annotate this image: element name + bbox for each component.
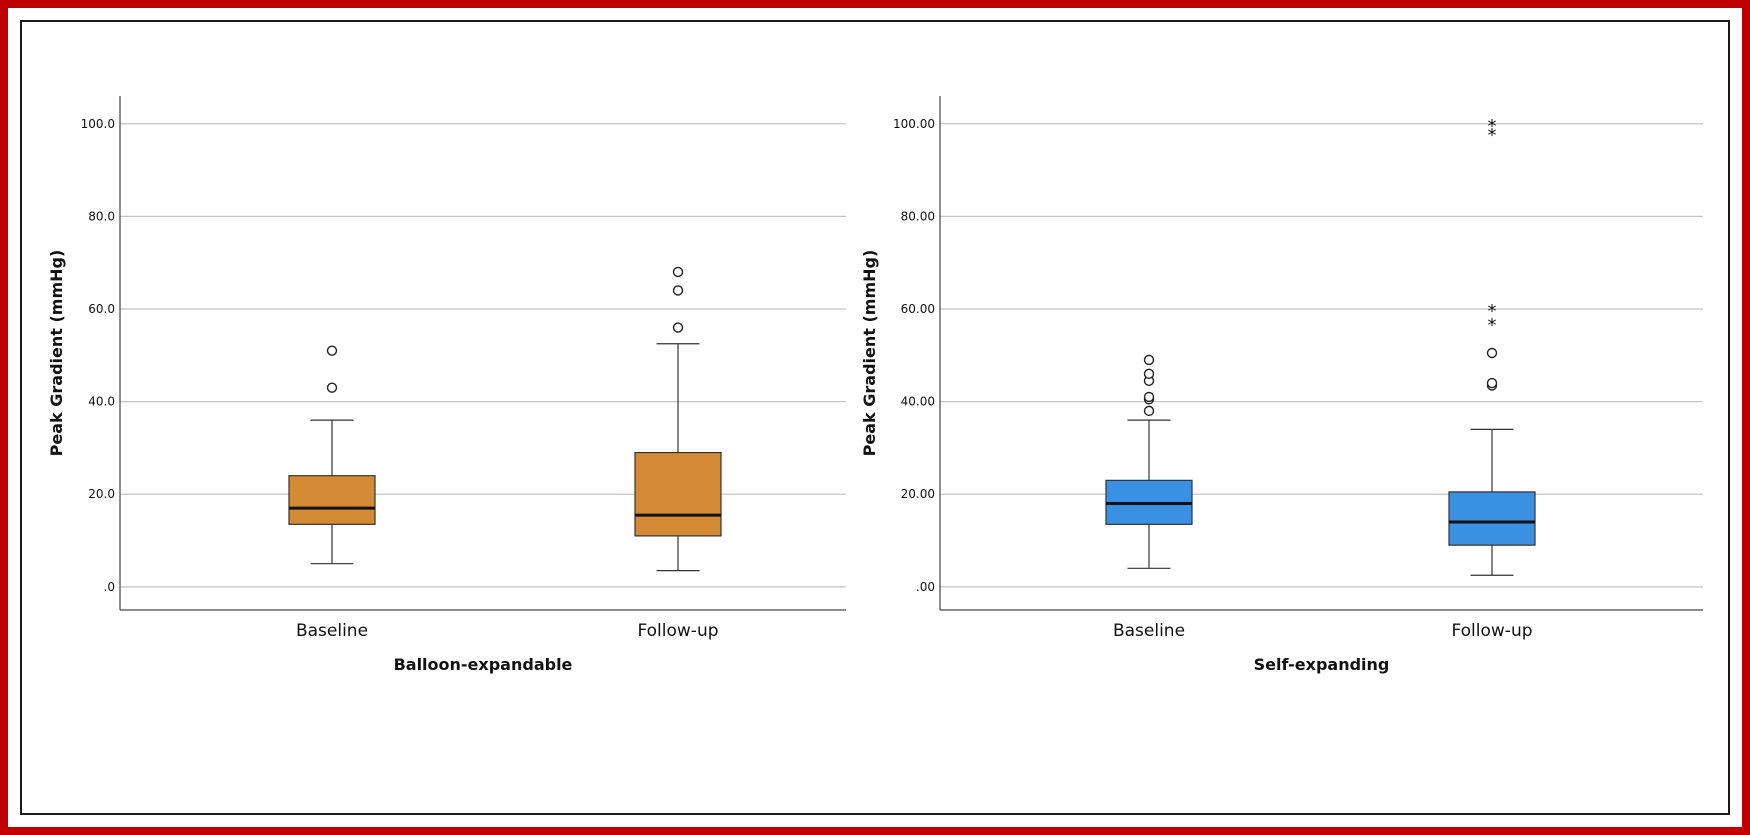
extreme-point: * (1488, 116, 1497, 137)
y-tick-label: 40.0 (88, 395, 115, 409)
y-tick-label: 80.00 (901, 209, 935, 223)
panel-self-expanding: .00 20.00 40.00 60.00 80.00 100.00 Peak Gradie… (860, 96, 1703, 674)
category-label: Follow-up (637, 621, 718, 641)
box-follow-up: **** (1448, 116, 1536, 576)
y-tick-label: 100.0 (81, 117, 115, 131)
outlier-point (1143, 391, 1155, 403)
y-tick-label: 60.0 (88, 302, 115, 316)
outlier-point (1486, 377, 1498, 389)
x-axis-label: Self-expanding (1254, 655, 1390, 674)
outlier-point (326, 345, 338, 356)
category-label: Follow-up (1451, 621, 1532, 641)
box-baseline (288, 345, 376, 565)
y-tick-label: 80.0 (88, 209, 115, 223)
box-baseline (1105, 354, 1193, 569)
category-label: Baseline (1113, 621, 1185, 641)
extreme-point: * (1488, 301, 1497, 322)
category-label: Baseline (296, 621, 368, 641)
outlier-point (1486, 347, 1498, 359)
extreme-point: * (1488, 125, 1497, 146)
outlier-point (672, 322, 684, 333)
y-axis-label: Peak Gradient (mmHg) (860, 250, 879, 457)
outlier-point (672, 266, 684, 278)
box-follow-up (634, 266, 722, 572)
box-iqr (634, 451, 722, 537)
box-iqr (288, 475, 376, 525)
y-tick-label: 20.00 (901, 487, 935, 501)
y-tick-label: 100.00 (893, 117, 935, 131)
outlier-point (1143, 354, 1155, 366)
y-tick-label: 20.0 (88, 487, 115, 501)
y-tick-label: 60.00 (901, 302, 935, 316)
y-tick-label: .00 (916, 580, 935, 594)
y-tick-label: .0 (104, 580, 115, 594)
outlier-point (1143, 405, 1155, 417)
outlier-point (326, 382, 338, 393)
box-iqr (1448, 491, 1536, 546)
x-axis-label: Balloon-expandable (394, 655, 573, 674)
figure-inner-border (20, 20, 1730, 815)
outlier-point (672, 285, 684, 296)
y-tick-label: 40.00 (901, 395, 935, 409)
panel-balloon-expandable: .0 20.0 40.0 60.0 80.0 100.0 Peak Gradient (mm… (47, 96, 846, 674)
outlier-point (1143, 368, 1155, 380)
extreme-point: * (1488, 315, 1497, 336)
y-axis-label: Peak Gradient (mmHg) (47, 250, 66, 457)
